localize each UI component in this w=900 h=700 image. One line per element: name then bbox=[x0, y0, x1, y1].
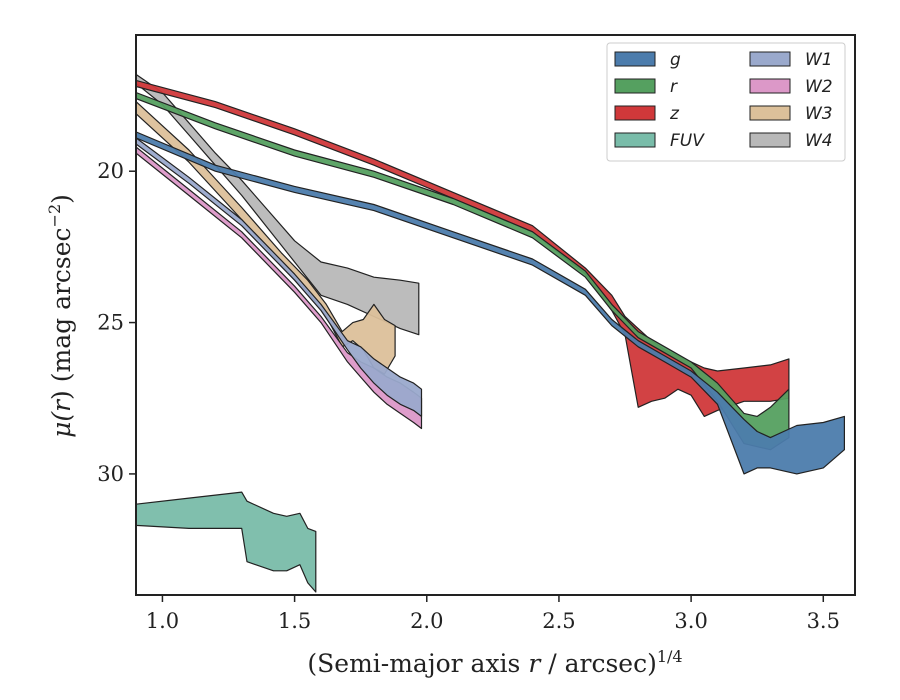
legend-swatch-r bbox=[614, 78, 656, 94]
x-tick-label: 2.0 bbox=[410, 609, 443, 633]
legend-label-z: z bbox=[669, 104, 680, 124]
legend: grz FUV W1 W2 W3 W4 bbox=[606, 42, 846, 162]
y-tick-label: 20 bbox=[97, 159, 124, 183]
legend-label-w3: W3 bbox=[805, 104, 833, 124]
band-g bbox=[136, 131, 845, 475]
x-tick-label: 1.0 bbox=[146, 609, 179, 633]
legend-swatch-w2 bbox=[749, 78, 791, 94]
x-tick-label: 3.0 bbox=[674, 609, 707, 633]
legend-swatch-fuv bbox=[614, 132, 656, 148]
legend-swatch-g bbox=[614, 51, 656, 67]
y-tick-label: 30 bbox=[97, 462, 124, 486]
legend-label-g: g bbox=[670, 50, 681, 70]
plot-frame bbox=[135, 34, 856, 596]
band-w2 bbox=[136, 146, 423, 430]
legend-label-w4: W4 bbox=[805, 131, 833, 151]
legend-label-fuv: FUV bbox=[670, 131, 705, 151]
band-w1 bbox=[136, 137, 423, 417]
y-axis-label: μ(r) (mag arcsec−2) bbox=[45, 194, 76, 438]
y-tick-label: 25 bbox=[97, 311, 124, 335]
legend-swatch-w1 bbox=[749, 51, 791, 67]
legend-box bbox=[606, 42, 846, 162]
profile-bands bbox=[136, 73, 845, 593]
x-tick-label: 3.5 bbox=[807, 609, 840, 633]
x-tick-label: 2.5 bbox=[542, 609, 575, 633]
x-axis-label: (Semi-major axis r / arcsec)1/4 bbox=[307, 647, 682, 678]
x-axis: 1.0 1.5 2.0 2.5 3.0 3.5 bbox=[146, 595, 840, 633]
legend-label-w2: W2 bbox=[805, 77, 833, 97]
x-tick-label: 1.5 bbox=[278, 609, 311, 633]
legend-swatch-w3 bbox=[749, 105, 791, 121]
legend-swatch-w4 bbox=[749, 132, 791, 148]
legend-label-w1: W1 bbox=[805, 50, 833, 70]
band-fuv bbox=[136, 491, 317, 593]
legend-swatch-z bbox=[614, 105, 656, 121]
legend-label-r: r bbox=[670, 77, 678, 97]
y-axis: 20 25 30 bbox=[97, 159, 136, 486]
